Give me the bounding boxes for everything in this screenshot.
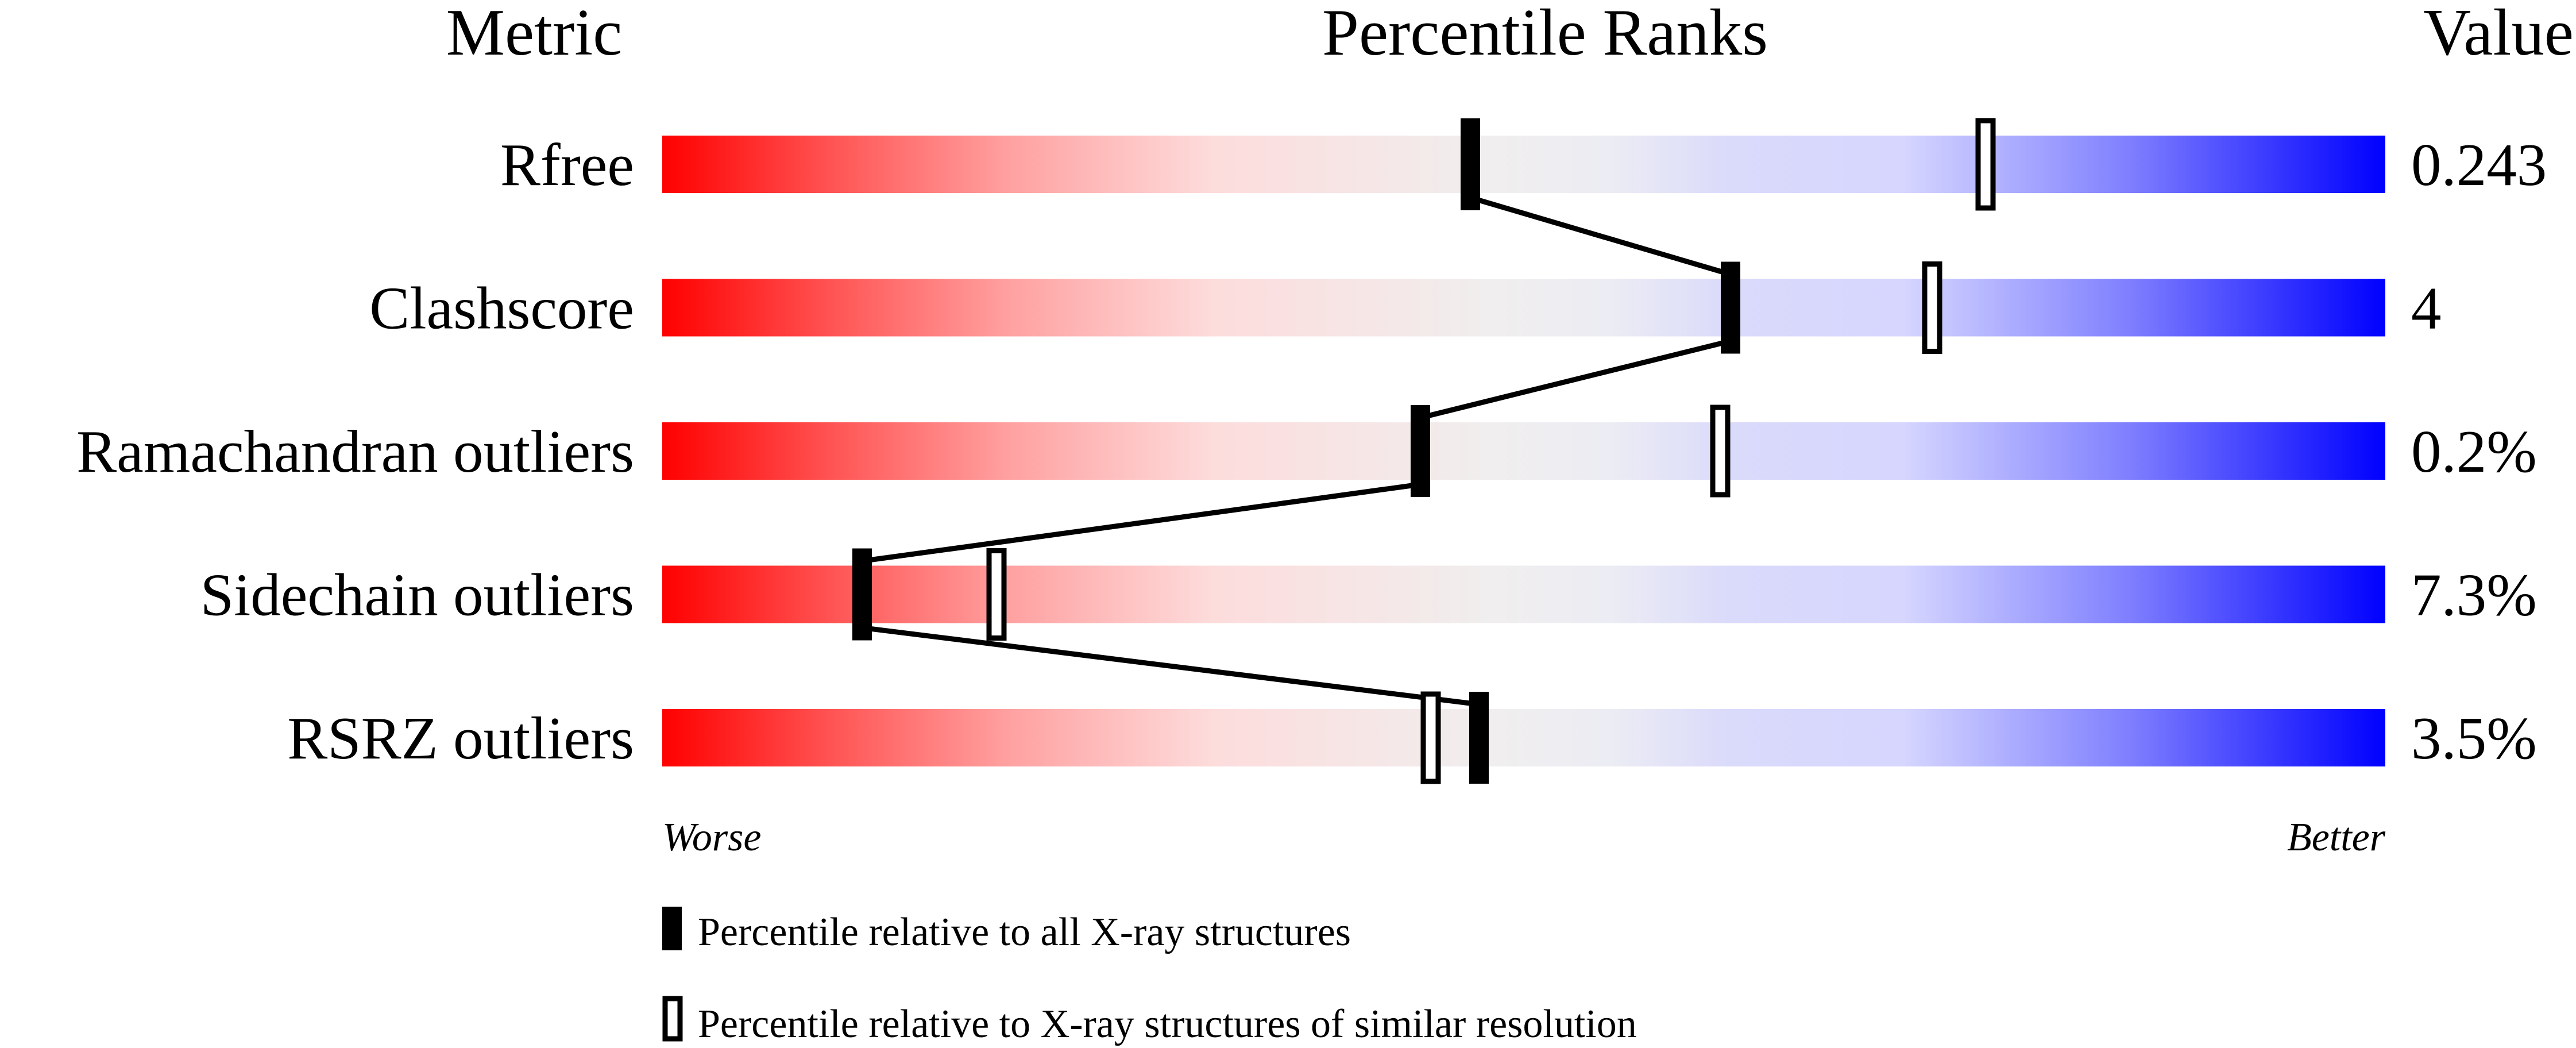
- connector-line: [862, 625, 1480, 707]
- all-structures-marker: [1411, 405, 1430, 497]
- connector-line: [1419, 338, 1732, 421]
- legend-label-similar: Percentile relative to X-ray structures …: [698, 1002, 1637, 1046]
- percentile-bar: [662, 136, 2385, 193]
- legend-filled-marker: [662, 907, 682, 950]
- metric-value: 0.2%: [2411, 418, 2537, 485]
- similar-resolution-marker: [1922, 261, 1942, 354]
- metric-value: 3.5%: [2411, 704, 2537, 772]
- percentile-bar: [662, 279, 2385, 337]
- metric-label: RSRZ outliers: [287, 704, 634, 772]
- all-structures-marker: [852, 548, 872, 641]
- metric-value: 4: [2411, 275, 2442, 342]
- connector-line: [1469, 195, 1732, 277]
- all-structures-marker: [1469, 692, 1489, 784]
- metric-value: 0.243: [2411, 131, 2547, 198]
- similar-resolution-marker: [1710, 404, 1731, 498]
- axis-label-better: Better: [2287, 815, 2386, 860]
- percentile-bar: [662, 709, 2385, 766]
- similar-resolution-marker: [1975, 118, 1996, 211]
- percentile-bar: [662, 565, 2385, 623]
- connector-line: [862, 481, 1421, 564]
- axis-label-worse: Worse: [662, 815, 761, 860]
- metric-label: Clashscore: [369, 275, 634, 342]
- all-structures-marker: [1721, 261, 1740, 354]
- metric-label: Rfree: [500, 131, 634, 198]
- header-percentile-ranks: Percentile Ranks: [1322, 0, 1768, 69]
- all-structures-marker: [1461, 118, 1480, 210]
- header-value: Value: [2423, 0, 2574, 69]
- legend-label-all: Percentile relative to all X-ray structu…: [698, 910, 1351, 954]
- legend-open-marker: [662, 996, 683, 1042]
- similar-resolution-marker: [1420, 691, 1441, 784]
- header-metric: Metric: [446, 0, 623, 69]
- metric-value: 7.3%: [2411, 561, 2537, 629]
- metric-label: Ramachandran outliers: [76, 418, 634, 485]
- similar-resolution-marker: [986, 548, 1007, 641]
- metric-label: Sidechain outliers: [200, 561, 634, 629]
- percentile-bar: [662, 422, 2385, 480]
